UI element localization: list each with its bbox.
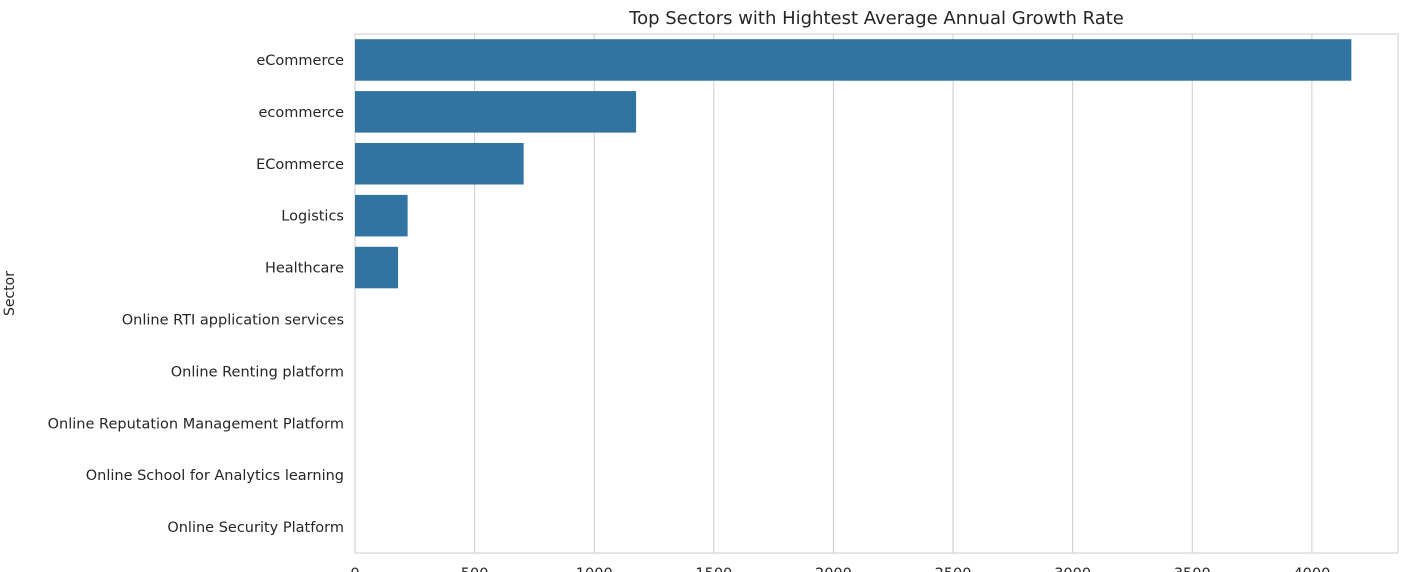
x-tick-labels: 0 500 1000 1500 2000 2500 3000 3500 4000 [350,566,1330,572]
x-tick-label: 0 [350,566,359,572]
x-tick-label: 1000 [576,566,613,572]
x-tick-label: 3500 [1174,566,1211,572]
x-tick-label: 2000 [815,566,852,572]
x-tick-label: 1500 [695,566,732,572]
y-tick-label: Logistics [281,209,344,225]
x-tick-label: 4000 [1293,566,1330,572]
y-tick-label: ECommerce [256,157,344,173]
x-tick-label: 500 [461,566,489,572]
y-tick-label: Healthcare [265,261,344,277]
bar [355,194,408,237]
bar [355,142,524,185]
plot-frame [354,33,1399,554]
y-tick-labels: eCommerce ecommerce ECommerce Logistics Heal… [48,53,344,536]
y-tick-label: Online Security Platform [167,520,344,536]
x-tick-label: 3000 [1054,566,1091,572]
bars [355,39,1352,289]
x-tick-label: 2500 [935,566,972,572]
chart-title: Top Sectors with Hightest Average Annual… [628,8,1124,29]
y-tick-label: Online RTI application services [122,312,344,328]
y-tick-label: ecommerce [259,105,345,121]
bar [355,246,399,289]
y-tick-label: Online School for Analytics learning [86,468,344,484]
bar [355,39,1352,81]
y-tick-label: Online Reputation Management Platform [48,416,344,432]
y-axis-label: Sector [2,271,18,316]
bar [355,91,637,133]
y-tick-label: Online Renting platform [171,364,344,380]
y-tick-label: eCommerce [256,53,344,69]
